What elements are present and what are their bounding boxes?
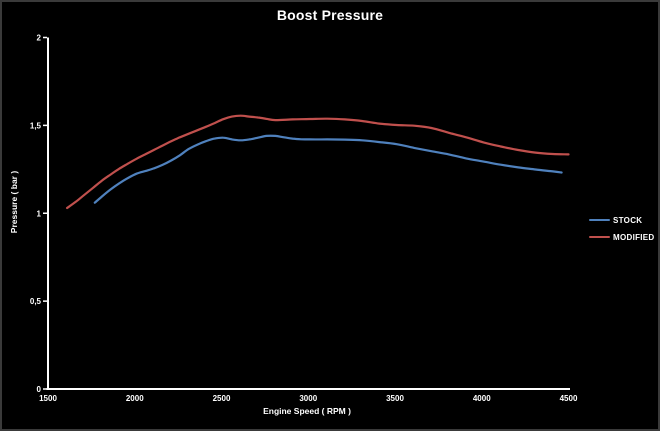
legend-label: MODIFIED	[613, 232, 655, 242]
legend: STOCK MODIFIED	[589, 215, 655, 242]
series-line-modified	[66, 114, 570, 210]
legend-line-swatch	[589, 219, 610, 221]
y-tick-label: 0,5	[30, 297, 42, 306]
chart-title: Boost Pressure	[276, 7, 384, 23]
x-tick-label: 4000	[473, 394, 491, 403]
x-tick-label: 3000	[299, 394, 317, 403]
x-tick-label: 2500	[213, 394, 231, 403]
x-axis-title: Engine Speed ( RPM )	[263, 406, 351, 416]
x-tick-label: 3500	[386, 394, 404, 403]
legend-item-stock: STOCK	[589, 215, 655, 225]
y-tick-label: 0	[37, 385, 42, 394]
x-tick-label: 1500	[39, 394, 57, 403]
legend-line-swatch	[589, 236, 610, 238]
y-axis-title: Pressure ( bar )	[9, 170, 19, 234]
legend-label: STOCK	[613, 215, 643, 225]
y-tick-label: 1	[37, 209, 42, 218]
x-tick-label: 2000	[126, 394, 144, 403]
y-tick-label: 1,5	[30, 121, 42, 130]
legend-item-modified: MODIFIED	[589, 232, 655, 242]
x-tick-label: 4500	[560, 394, 578, 403]
y-tick-label: 2	[37, 34, 42, 43]
series-line-stock	[93, 134, 563, 204]
